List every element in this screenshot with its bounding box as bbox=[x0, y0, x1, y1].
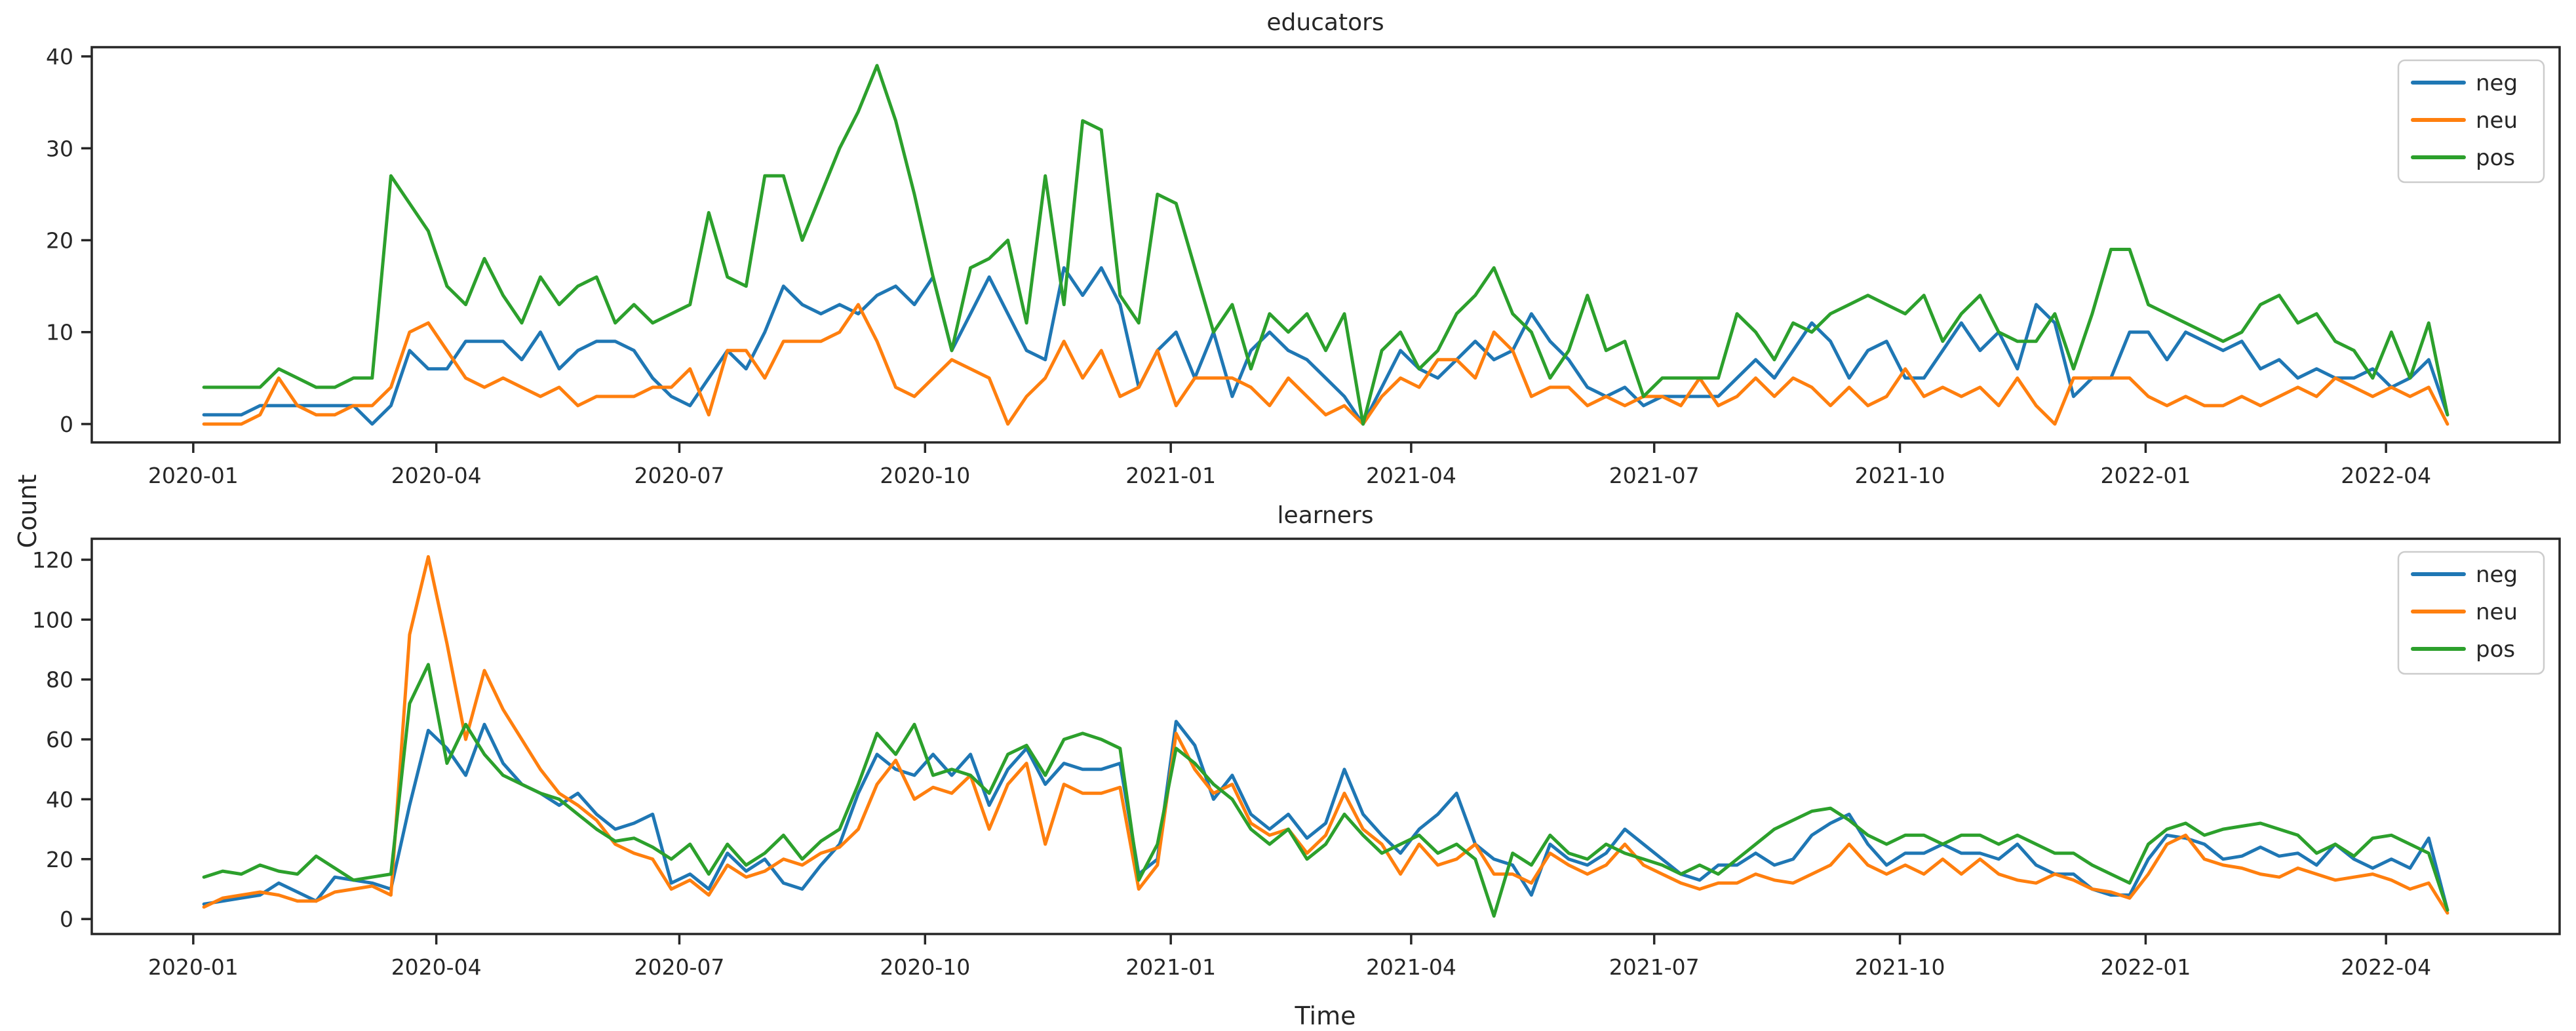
y-axis-label: Count bbox=[13, 474, 42, 549]
x-tick-label: 2021-10 bbox=[1855, 463, 1945, 488]
learners-axes: 2020-01 2020-04 2020-07 2020-10 2021-01 2021-… bbox=[32, 537, 2561, 980]
x-tick-label: 2020-10 bbox=[880, 463, 970, 488]
y-tick-label: 20 bbox=[46, 227, 73, 253]
learners-line-pos bbox=[202, 663, 2449, 918]
y-tick-label: 40 bbox=[46, 44, 73, 69]
x-tick-label: 2021-07 bbox=[1609, 954, 1700, 980]
x-tick-label: 2020-10 bbox=[880, 954, 970, 980]
x-tick-label: 2020-01 bbox=[148, 463, 239, 488]
x-tick-label: 2022-01 bbox=[2100, 954, 2191, 980]
y-tick-label: 60 bbox=[46, 727, 73, 752]
x-tick-label: 2021-07 bbox=[1609, 463, 1700, 488]
legend-box bbox=[2397, 551, 2545, 675]
x-tick-label: 2021-01 bbox=[1125, 954, 1216, 980]
x-tick-label: 2021-04 bbox=[1366, 463, 1456, 488]
y-tick-label: 0 bbox=[60, 906, 73, 932]
learners-line-neg bbox=[202, 720, 2449, 912]
educators-line-pos bbox=[202, 64, 2449, 426]
x-tick-label: 2020-04 bbox=[391, 954, 482, 980]
educators-line-neu bbox=[202, 303, 2449, 426]
y-tick-label: 120 bbox=[32, 547, 73, 573]
legend: neg neu pos bbox=[2397, 59, 2545, 184]
x-tick-label: 2021-10 bbox=[1855, 954, 1945, 980]
educators-subplot-title: educators bbox=[1266, 9, 1384, 36]
y-tick-label: 80 bbox=[46, 667, 73, 693]
educators-line-neg bbox=[202, 266, 2449, 426]
legend-label-neu: neu bbox=[2476, 599, 2518, 625]
x-tick-label: 2020-01 bbox=[148, 954, 239, 980]
axes-spines bbox=[90, 46, 2561, 444]
y-tick-label: 0 bbox=[60, 412, 73, 437]
x-tick-label: 2020-04 bbox=[391, 463, 482, 488]
x-tick-label: 2021-04 bbox=[1366, 954, 1456, 980]
x-tick-label: 2020-07 bbox=[634, 463, 724, 488]
educators-axes: 2020-01 2020-04 2020-07 2020-10 2021-01 2021-… bbox=[46, 44, 2561, 488]
learners-subplot-title: learners bbox=[1277, 502, 1374, 529]
x-axis-label: Time bbox=[1295, 1002, 1356, 1030]
x-tick-label: 2022-04 bbox=[2341, 463, 2431, 488]
legend-label-neu: neu bbox=[2476, 107, 2518, 134]
x-tick-label: 2020-07 bbox=[634, 954, 724, 980]
legend-label-pos: pos bbox=[2476, 145, 2515, 171]
legend-label-neg: neg bbox=[2476, 70, 2518, 96]
learners-line-neu bbox=[202, 554, 2449, 915]
y-tick-label: 20 bbox=[46, 847, 73, 872]
legend-label-neg: neg bbox=[2476, 562, 2518, 588]
y-tick-label: 40 bbox=[46, 787, 73, 812]
legend: neg neu pos bbox=[2397, 551, 2545, 675]
axes-spines bbox=[90, 537, 2561, 935]
y-tick-label: 30 bbox=[46, 136, 73, 161]
x-tick-label: 2022-01 bbox=[2100, 463, 2191, 488]
y-tick-label: 100 bbox=[32, 607, 73, 632]
x-tick-label: 2022-04 bbox=[2341, 954, 2431, 980]
x-tick-label: 2021-01 bbox=[1125, 463, 1216, 488]
legend-label-pos: pos bbox=[2476, 636, 2515, 663]
y-tick-label: 10 bbox=[46, 320, 73, 345]
legend-box bbox=[2397, 59, 2545, 184]
